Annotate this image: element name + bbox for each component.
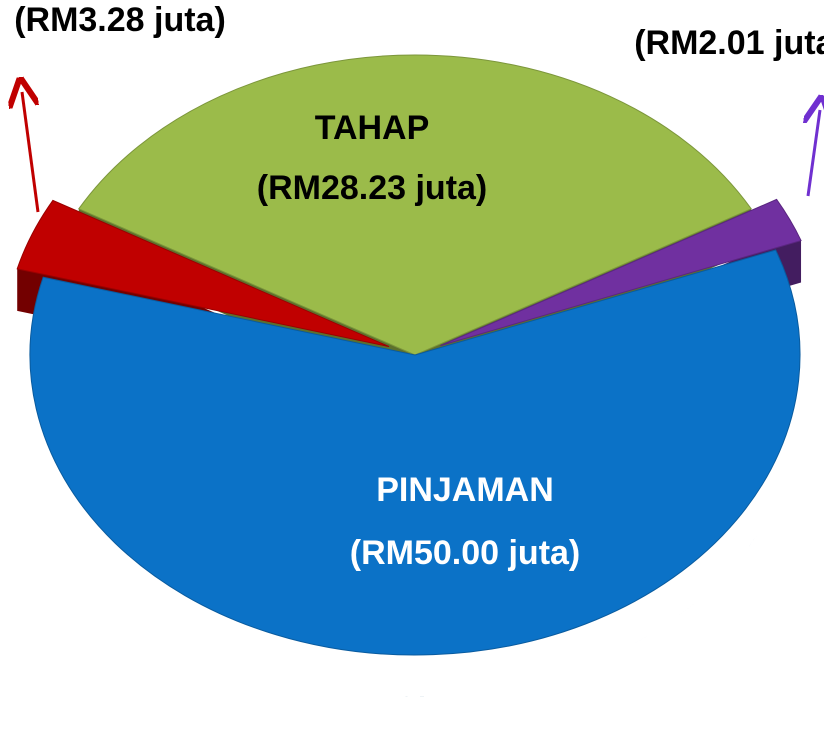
value-label: (RM2.01 juta) — [634, 24, 824, 62]
labels: PINJAMAN (RM50.00 juta) (RM3.28 juta) TAHAP… — [14, 1, 824, 572]
slice-top — [78, 54, 752, 356]
slice-top — [440, 198, 802, 347]
slice-top — [29, 249, 801, 656]
value-label: (RM3.28 juta) — [14, 1, 226, 39]
slice-top — [16, 199, 390, 348]
value-label: (RM28.23 juta) — [257, 169, 488, 207]
slice-label: PINJAMAN — [376, 471, 554, 509]
arrow — [808, 110, 820, 197]
slice — [29, 249, 801, 697]
arrow — [22, 92, 40, 213]
value-label: (RM50.00 juta) — [350, 534, 581, 572]
slice-label: TAHAP — [315, 109, 430, 147]
pie — [16, 54, 802, 697]
